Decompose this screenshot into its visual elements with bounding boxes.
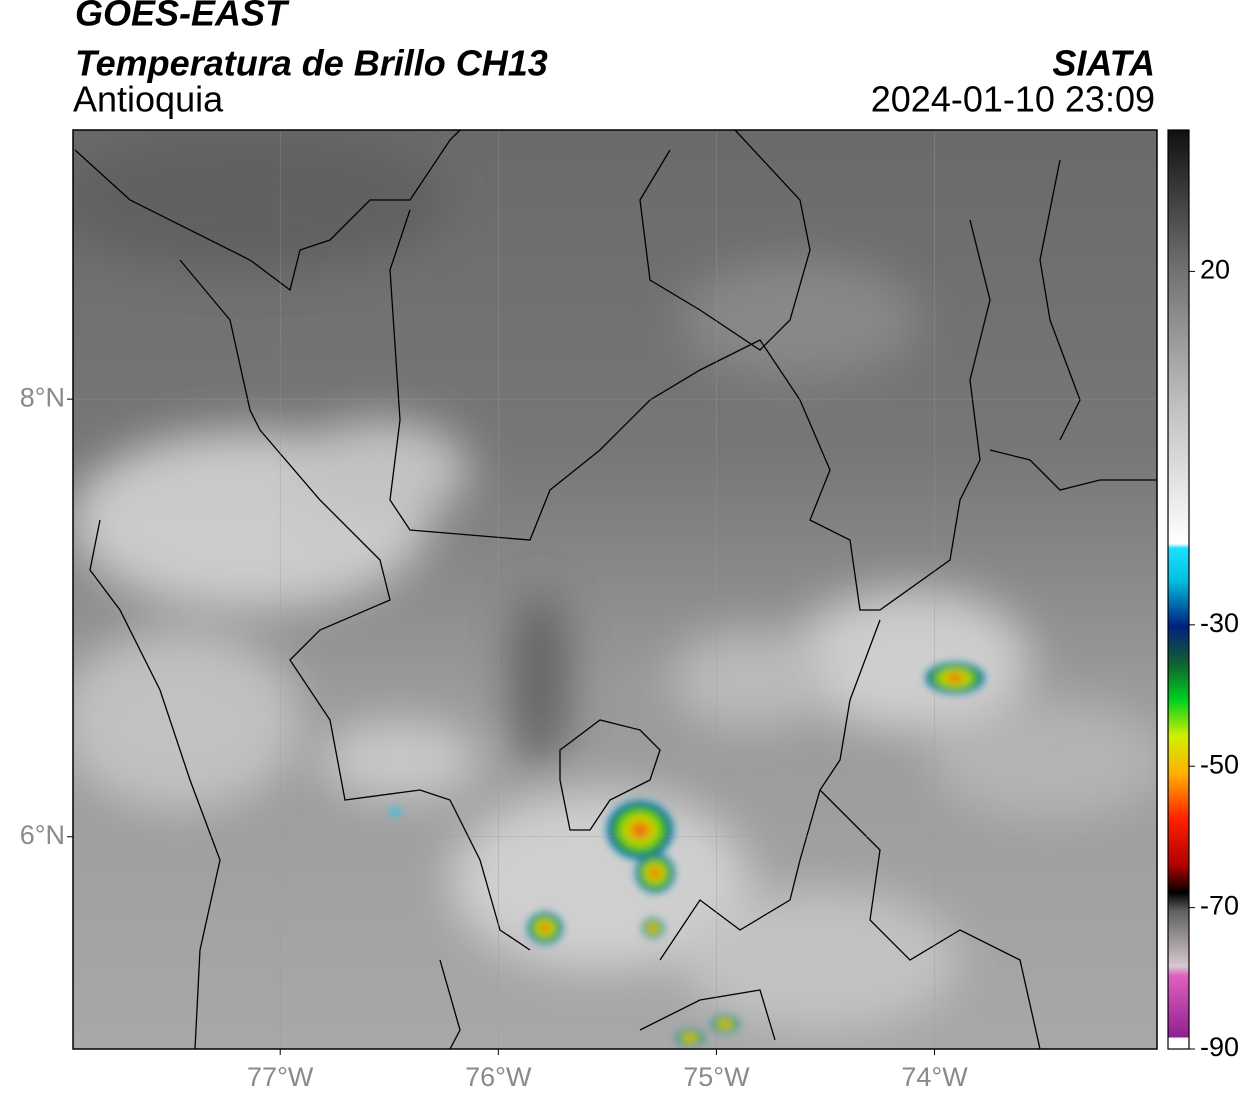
colorbar-tick-label: -30 — [1200, 608, 1239, 638]
colorbar-tick-label: 20 — [1200, 255, 1230, 285]
satellite-image — [73, 130, 1157, 1049]
grid — [73, 130, 1157, 1049]
map-frame — [72, 129, 1158, 1050]
x-tick-label: 75°W — [683, 1062, 750, 1092]
title: GOES-EAST — [75, 0, 290, 34]
y-tick-label: 6°N — [20, 820, 65, 850]
x-tick-label: 76°W — [465, 1062, 532, 1092]
colorbar-tick-label: -90 — [1200, 1032, 1239, 1062]
y-tick-label: 8°N — [20, 382, 65, 412]
colorbar-tick-label: -70 — [1200, 891, 1239, 921]
x-tick-label: 74°W — [901, 1062, 968, 1092]
colorbar-tick-label: -50 — [1200, 749, 1239, 779]
source: SIATA — [1052, 43, 1155, 84]
x-tick-label: 77°W — [247, 1062, 314, 1092]
datetime: 2024-01-10 23:09 — [871, 79, 1155, 120]
colorbar — [1167, 129, 1190, 1050]
region: Antioquia — [73, 79, 224, 120]
subtitle: Temperatura de Brillo CH13 — [75, 43, 548, 84]
